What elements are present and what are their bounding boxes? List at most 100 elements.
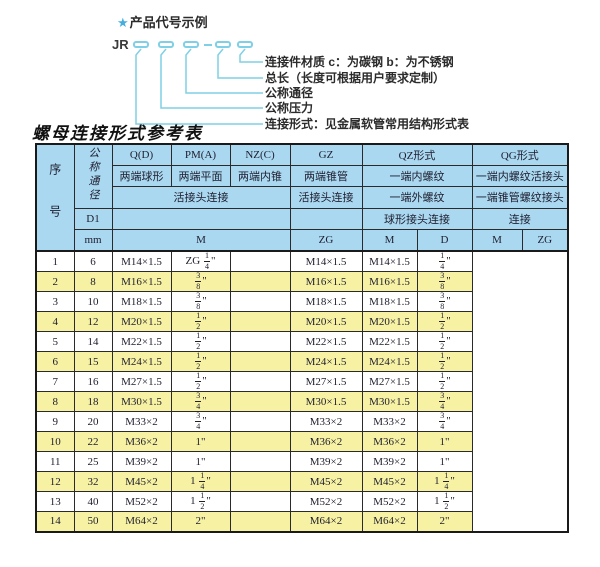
table-row: 10 22 M36×2 1" M36×2 M36×2 1": [35, 431, 568, 452]
cell-qz-m: [229, 371, 291, 392]
cell-mm: 14: [73, 331, 113, 352]
code-box-5: [237, 41, 253, 48]
cell-qg-zg: 1": [416, 431, 473, 452]
header-flat-ends: 两端平面: [170, 164, 231, 188]
header-one-end-female: 一端内螺纹: [361, 164, 473, 188]
code-box-2: [158, 41, 174, 48]
cell-qz-m: [229, 451, 291, 472]
table-title: 螺母连接形式参考表: [32, 124, 203, 144]
cell-m: M64×2: [111, 511, 172, 532]
cell-m: M20×1.5: [111, 311, 172, 332]
cell-qz-m: [229, 331, 291, 352]
header-row-1: 序号 公称通径 Q(D) PM(A) NZ(C) GZ QZ形式 QG形式: [35, 143, 569, 252]
product-code-diagram: ★产品代号示例 JR 连接件材质 c：为碳钢 b：为不锈钢 总长（长度可根据用户…: [0, 0, 600, 140]
cell-qg-m: M18×1.5: [361, 291, 418, 312]
table-row: 3 10 M18×1.5 3 8 " M18×1.5 M18×1.5 3 8 ": [35, 291, 568, 312]
code-dash: [204, 44, 212, 46]
cell-m: M33×2: [111, 411, 172, 432]
cell-qg-m: M30×1.5: [361, 391, 418, 412]
header-qz: QZ形式: [361, 143, 473, 166]
header-ball-ends: 两端球形: [111, 164, 172, 188]
table-row: 8 18 M30×1.5 3 4 " M30×1.5 M30×1.5 3 4 ": [35, 391, 568, 412]
header-row-5: mm M ZG M D M ZG: [36, 229, 569, 252]
cell-zg: 1 2 ": [170, 351, 231, 372]
header-mm: mm: [73, 229, 113, 252]
label-pressure: 公称压力: [265, 101, 314, 115]
label-material: 连接件材质 c：为碳钢 b：为不锈钢: [265, 55, 454, 69]
code-box-4: [215, 41, 231, 48]
cell-seq: 3: [35, 291, 75, 312]
cell-qz-d: M39×2: [289, 451, 363, 472]
header-pm-a: PM(A): [170, 143, 231, 166]
cell-qg-m: M20×1.5: [361, 311, 418, 332]
cell-qg-m: M27×1.5: [361, 371, 418, 392]
header-gz: GZ: [289, 143, 363, 166]
cell-qz-m: [229, 471, 291, 492]
cell-mm: 15: [73, 351, 113, 372]
header-one-end-female-union: 一端内螺纹活接头: [471, 164, 569, 188]
cell-qz-d: M22×1.5: [289, 331, 363, 352]
cell-qg-zg: 3 4 ": [416, 411, 473, 432]
header-ball-joint-conn: 球形接头连接: [361, 207, 473, 231]
table-row: 12 32 M45×2 1 1 4 " M45×2 M45×2 1 1 4 ": [35, 471, 568, 492]
table-row: 13 40 M52×2 1 1 2 " M52×2 M52×2 1 1 2 ": [35, 491, 568, 512]
cell-m: M22×1.5: [111, 331, 172, 352]
cell-qg-m: M33×2: [361, 411, 418, 432]
table-row: 2 8 M16×1.5 3 8 " M16×1.5 M16×1.5 3 8 ": [35, 271, 568, 292]
cell-seq: 9: [35, 411, 75, 432]
header-one-end-taper-joint: 一端锥管螺纹接头: [471, 186, 569, 209]
cell-m: M14×1.5: [111, 250, 172, 272]
cell-zg: 3 4 ": [170, 391, 231, 412]
cell-qg-m: M64×2: [361, 511, 418, 532]
cell-mm: 12: [73, 311, 113, 332]
nut-connection-table: 序号 公称通径 Q(D) PM(A) NZ(C) GZ QZ形式 QG形式 两端…: [35, 143, 570, 533]
cell-qz-m: [229, 291, 291, 312]
cell-qg-zg: 1 2 ": [416, 371, 473, 392]
header-q-d: Q(D): [111, 143, 172, 166]
cell-qg-zg: 3 8 ": [416, 291, 473, 312]
header-empty-m: [111, 207, 291, 231]
code-line-material: [239, 48, 263, 63]
header-union-conn-b: 活接头连接: [289, 186, 363, 209]
cell-qz-d: M33×2: [289, 411, 363, 432]
code-box-3: [183, 41, 199, 48]
code-box-1: [133, 41, 149, 48]
cell-mm: 32: [73, 471, 113, 492]
cell-zg: 1": [170, 451, 231, 472]
cell-qz-d: M30×1.5: [289, 391, 363, 412]
cell-qz-m: [229, 391, 291, 412]
cell-zg: 2": [170, 511, 231, 532]
cell-m: M36×2: [111, 431, 172, 452]
cell-qz-m: [229, 351, 291, 372]
header-conn: 连接: [471, 207, 569, 231]
header-nominal-diameter: 公称通径: [73, 143, 113, 209]
header-d1: D1: [73, 207, 113, 231]
cell-mm: 50: [73, 511, 113, 532]
cell-seq: 2: [35, 271, 75, 292]
cell-mm: 22: [73, 431, 113, 452]
cell-seq: 8: [35, 391, 75, 412]
table-row: 9 20 M33×2 3 4 " M33×2 M33×2 3 4 ": [35, 411, 568, 432]
cell-seq: 7: [35, 371, 75, 392]
cell-qg-m: M36×2: [361, 431, 418, 452]
cell-mm: 20: [73, 411, 113, 432]
cell-qg-zg: 1 2 ": [416, 331, 473, 352]
cell-m: M39×2: [111, 451, 172, 472]
header-d: D: [416, 229, 473, 252]
cell-zg: 1 1 2 ": [170, 491, 231, 512]
cell-seq: 4: [35, 311, 75, 332]
